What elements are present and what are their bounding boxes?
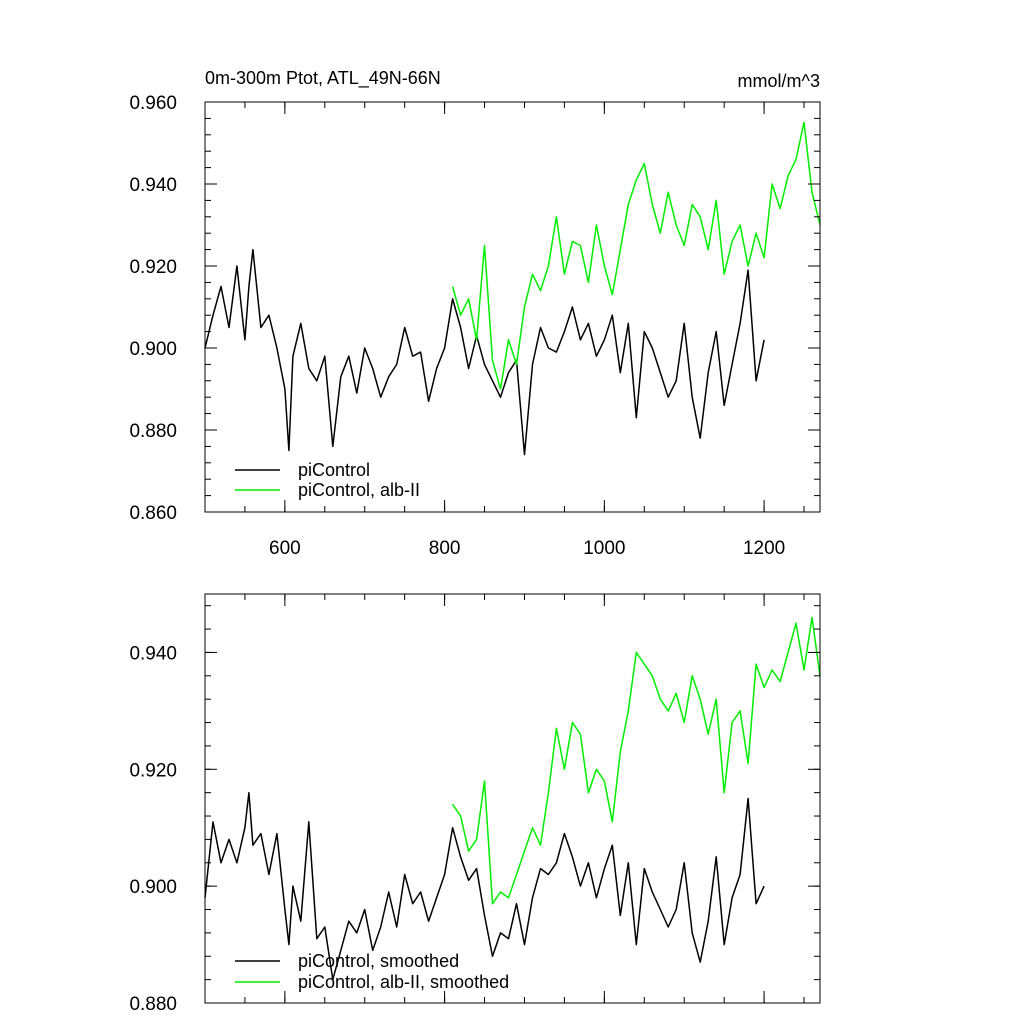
series-line-picontrol-alb-ii-smoothed <box>451 616 821 905</box>
y-tick-label: 0.940 <box>129 643 177 664</box>
y-tick-label: 0.900 <box>129 339 177 360</box>
legend-label-picontrol: piControl <box>298 460 370 480</box>
y-tick-label: 0.880 <box>129 994 177 1015</box>
y-tick-label: 0.900 <box>129 877 177 898</box>
legend-label-alb-ii-smoothed: piControl, alb-II, smoothed <box>298 972 509 992</box>
bottom-panel: 0.880 0.900 0.920 0.940 piControl, smoothed… <box>129 593 821 1015</box>
x-tick-label: 800 <box>429 538 461 559</box>
legend-label-alb-ii: piControl, alb-II <box>298 480 420 500</box>
series-layer <box>204 616 821 981</box>
legend: piControl, smoothed piControl, alb-II, s… <box>235 951 509 992</box>
chart-title: 0m-300m Ptot, ATL_49N-66N <box>205 68 441 89</box>
series-layer <box>204 121 821 456</box>
plot-frame <box>204 101 821 513</box>
y-tick-label: 0.920 <box>129 760 177 781</box>
legend: piControl piControl, alb-II <box>235 460 420 500</box>
series-line-picontrol-smoothed <box>204 791 765 981</box>
plot-frame <box>204 593 821 1004</box>
axes-layer: 0.880 0.900 0.920 0.940 <box>129 593 821 1015</box>
y-tick-label: 0.860 <box>129 503 177 524</box>
x-tick-label: 600 <box>269 538 301 559</box>
top-panel: 0m-300m Ptot, ATL_49N-66N mmol/m^3 0.860… <box>129 68 821 559</box>
y-tick-label: 0.880 <box>129 421 177 442</box>
y-tick-label: 0.920 <box>129 257 177 278</box>
y-tick-label: 0.960 <box>129 93 177 114</box>
legend-label-picontrol-smoothed: piControl, smoothed <box>298 951 459 971</box>
x-tick-label: 1000 <box>583 538 625 559</box>
series-line-picontrol <box>204 248 765 456</box>
axes-layer: 0.860 0.880 0.900 0.920 0.940 0.960 600 800 1000… <box>129 93 821 559</box>
y-tick-label: 0.940 <box>129 175 177 196</box>
units-label: mmol/m^3 <box>738 71 820 91</box>
series-line-picontrol-alb-ii <box>451 121 821 390</box>
x-tick-label: 1200 <box>743 538 785 559</box>
